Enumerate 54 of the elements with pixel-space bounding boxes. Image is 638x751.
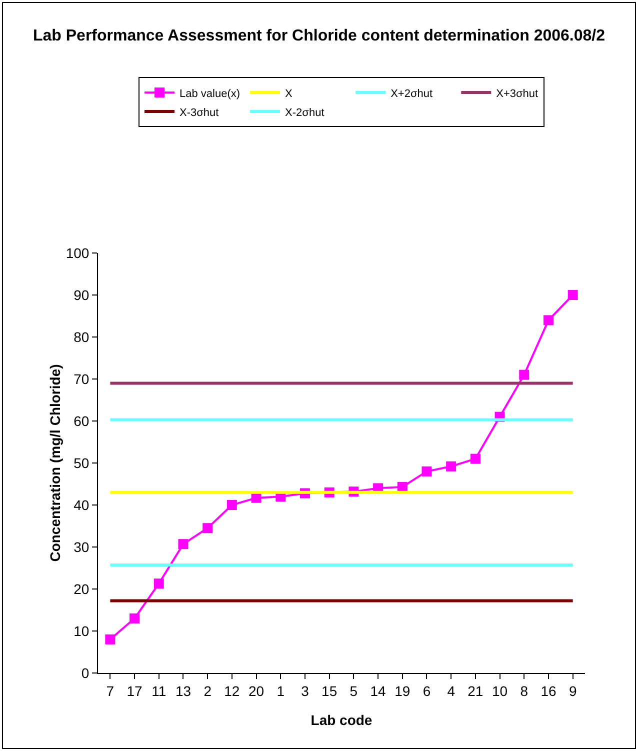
x-tick-label: 5 (350, 682, 358, 699)
point (422, 466, 432, 476)
point (519, 370, 530, 380)
y-tick-label: 100 (66, 244, 90, 261)
x-tick-label: 6 (422, 682, 431, 699)
y-tick-label: 80 (74, 328, 90, 345)
y-tick-label: 0 (81, 664, 90, 681)
x-tick-label: 7 (106, 682, 114, 699)
legend-label: X+2σhut (390, 88, 433, 100)
x-tick-label: 2 (204, 682, 212, 699)
point (568, 290, 578, 300)
x-axis-title: Lab code (310, 712, 372, 728)
point (154, 578, 164, 589)
x-tick-label: 19 (394, 682, 410, 699)
x-tick-label: 21 (468, 682, 484, 699)
point (130, 613, 140, 624)
x-tick-label: 20 (248, 682, 264, 699)
point (470, 454, 480, 464)
y-tick-label: 70 (74, 370, 90, 387)
y-tick-label: 10 (74, 622, 90, 639)
x-tick-label: 16 (540, 682, 556, 699)
y-tick-label: 40 (74, 496, 90, 513)
x-tick-label: 3 (301, 682, 310, 699)
x-tick-label: 9 (568, 682, 577, 699)
point (251, 492, 262, 503)
point (397, 482, 408, 492)
y-tick-label: 50 (74, 454, 90, 471)
legend-label: X-3σhut (180, 106, 219, 119)
point (178, 539, 188, 550)
x-tick-label: 4 (447, 682, 456, 699)
x-tick-label: 14 (370, 682, 386, 699)
legend-label: X (285, 88, 294, 100)
legend-label: X-2σhut (285, 106, 324, 119)
x-tick-label: 11 (152, 682, 166, 699)
y-tick-label: 20 (74, 580, 90, 597)
y-tick-label: 30 (74, 538, 90, 555)
legend-label: Lab value(x) (180, 88, 240, 100)
y-tick-label: 60 (74, 412, 90, 429)
point (202, 523, 213, 534)
chart-title: Lab Performance Assessment for Chloride content determination 2006.08/2 (32, 27, 606, 44)
x-tick-label: 17 (126, 682, 143, 699)
x-tick-label: 8 (520, 682, 528, 699)
y-tick-label: 90 (74, 286, 90, 303)
legend-label: X+3σhut (496, 88, 538, 100)
point (543, 315, 554, 326)
point (446, 461, 456, 472)
point (226, 500, 237, 510)
x-tick-label: 10 (492, 682, 508, 699)
x-tick-label: 13 (175, 682, 192, 699)
x-tick-label: 1 (276, 682, 285, 699)
x-tick-label: 15 (322, 682, 338, 699)
y-axis-title: Concentration (mg/l Chloride) (47, 364, 63, 562)
point (105, 634, 116, 644)
x-tick-label: 12 (224, 682, 240, 699)
